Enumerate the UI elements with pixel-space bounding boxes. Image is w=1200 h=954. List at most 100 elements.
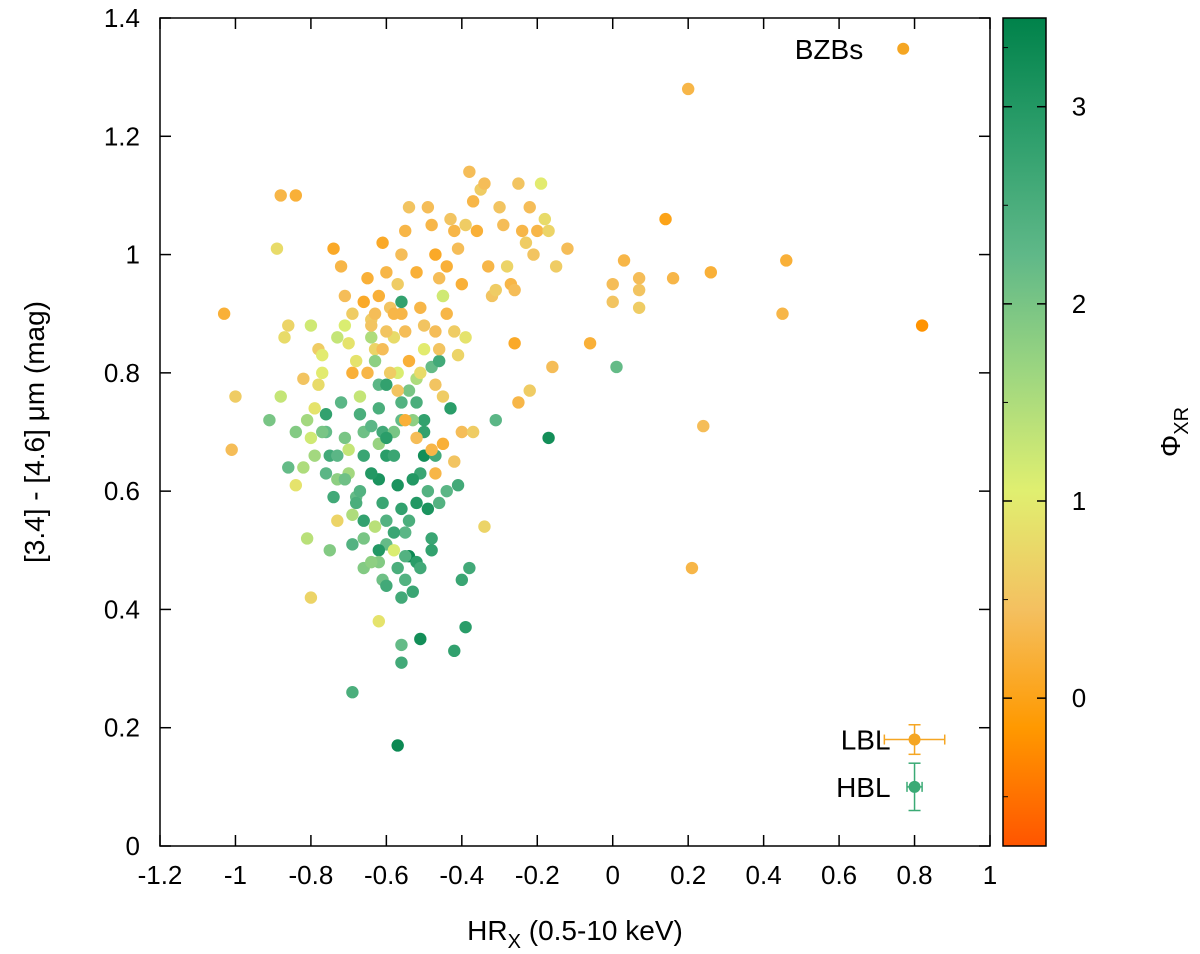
data-point <box>508 283 521 297</box>
data-point <box>466 195 480 208</box>
data-point <box>425 218 438 232</box>
data-point <box>308 449 321 462</box>
data-point <box>444 212 457 226</box>
legend-hbl-label: HBL <box>836 772 890 803</box>
data-point <box>448 644 461 658</box>
data-point <box>451 242 465 255</box>
data-point <box>346 686 359 699</box>
data-point <box>395 591 408 604</box>
data-point <box>395 248 408 261</box>
plot-area-frame <box>159 17 991 847</box>
data-point <box>395 502 408 516</box>
data-point <box>334 260 348 273</box>
data-point <box>780 254 793 267</box>
x-tick-label: 0.4 <box>746 860 782 890</box>
data-point <box>376 236 389 249</box>
data-point <box>270 242 284 255</box>
data-point <box>531 224 544 238</box>
data-point <box>421 502 435 516</box>
data-point <box>282 319 295 332</box>
x-tick-label: -0.2 <box>515 860 560 890</box>
data-point <box>319 467 333 480</box>
data-point <box>429 325 442 338</box>
data-point <box>304 431 318 445</box>
data-point <box>274 189 287 202</box>
data-point <box>395 295 408 309</box>
data-point <box>316 425 329 439</box>
legend: BZBs LBL HBL <box>795 34 946 812</box>
data-point <box>417 413 431 427</box>
data-point <box>368 354 382 368</box>
data-point <box>372 289 386 303</box>
data-point <box>297 461 310 474</box>
data-point <box>534 177 548 190</box>
data-point <box>436 390 450 403</box>
data-point <box>421 201 435 214</box>
y-tick-label: 0.2 <box>104 713 140 743</box>
data-point <box>278 331 291 344</box>
data-point <box>417 343 431 356</box>
data-point <box>659 212 672 226</box>
data-point <box>383 366 397 380</box>
legend-marker <box>908 780 921 793</box>
y-tick-label: 0.8 <box>104 358 140 388</box>
data-point <box>429 467 442 480</box>
data-point <box>387 544 401 557</box>
colorbar-tick-label: 1 <box>1072 486 1086 516</box>
data-point <box>436 289 450 303</box>
data-point <box>414 561 427 575</box>
data-point <box>915 319 929 332</box>
data-point <box>425 544 438 557</box>
data-point <box>425 443 438 456</box>
data-point <box>391 277 404 291</box>
data-point <box>448 224 461 238</box>
data-point <box>380 378 393 391</box>
data-point <box>338 473 352 486</box>
data-point <box>327 490 340 504</box>
data-point <box>395 396 408 409</box>
data-point <box>463 561 476 575</box>
data-point <box>681 82 695 96</box>
data-point <box>353 484 367 498</box>
data-point <box>478 177 491 190</box>
data-point <box>376 343 389 356</box>
data-point <box>361 272 374 285</box>
data-point <box>380 431 393 445</box>
x-tick-label: 0 <box>605 860 619 890</box>
data-point <box>497 218 510 232</box>
data-point <box>387 526 401 539</box>
data-point <box>331 514 344 527</box>
data-point <box>391 561 404 575</box>
data-point <box>440 307 453 320</box>
data-point <box>432 354 446 368</box>
data-point <box>334 396 348 409</box>
data-point <box>300 413 314 427</box>
data-point <box>429 248 442 261</box>
data-point <box>289 189 303 202</box>
data-point <box>542 224 555 238</box>
colorbar-tick-label: 0 <box>1072 683 1086 713</box>
data-point <box>387 307 401 320</box>
data-point <box>346 508 359 521</box>
data-point <box>263 413 276 427</box>
data-point <box>444 402 457 415</box>
y-axis-title: [3.4] - [4.6] μm (mag) <box>19 301 50 563</box>
data-point <box>399 526 412 539</box>
colorbar-title: ΦXR <box>1155 407 1193 457</box>
data-point <box>410 496 423 510</box>
data-point <box>463 165 476 178</box>
points-layer <box>217 82 929 752</box>
data-point <box>399 325 412 338</box>
data-point <box>489 413 502 427</box>
data-point <box>331 331 344 344</box>
legend-lbl-errorbar <box>883 724 946 756</box>
data-point <box>346 538 359 551</box>
data-point <box>610 360 623 374</box>
colorbar-tick-label: 3 <box>1072 92 1086 122</box>
data-point <box>395 656 408 669</box>
data-point <box>493 201 506 214</box>
data-point <box>466 425 480 439</box>
data-point <box>414 632 427 646</box>
data-point <box>666 272 680 285</box>
data-point <box>399 550 412 563</box>
